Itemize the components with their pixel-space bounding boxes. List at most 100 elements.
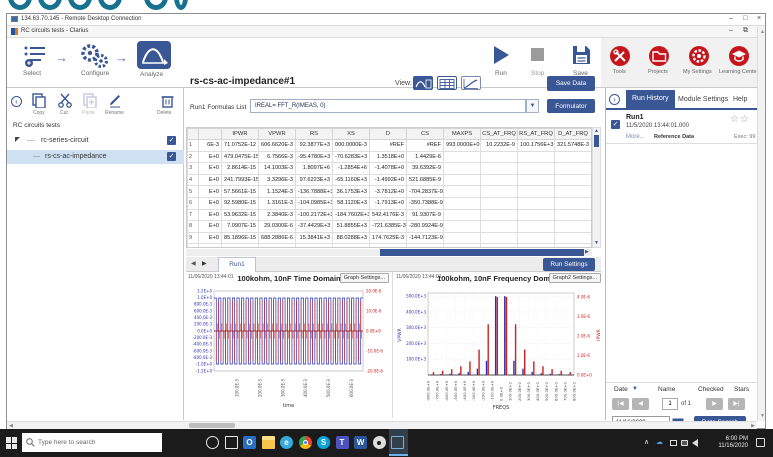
scroll-thumb[interactable] (380, 249, 584, 256)
tab-run-history[interactable]: Run History (626, 90, 675, 108)
first-page-button[interactable]: |◀ (612, 398, 629, 410)
workflow-analyze-label[interactable]: Analyze (140, 71, 164, 78)
table-cell[interactable] (480, 231, 518, 245)
save-icon[interactable] (571, 44, 591, 66)
table-cell[interactable]: 2.3840E-3 (258, 208, 296, 222)
window-vertical-scrollbar[interactable]: ▲ ▼ (757, 27, 765, 421)
table-cell[interactable]: 14.1003E-3 (258, 162, 296, 175)
graph-settings-button[interactable]: Graph Settings... (339, 273, 389, 283)
table-cell[interactable] (554, 162, 591, 175)
tab-run1[interactable]: Run1 (218, 257, 256, 272)
tools-icon[interactable] (610, 46, 630, 66)
table-cell[interactable]: E+0 (198, 173, 222, 187)
table-cell[interactable]: 1.3518E+0 (369, 150, 407, 164)
table-row[interactable]: 9 E+0 85.1896E-15 688.2886E-6 15.3841E+3 88.0… (187, 231, 591, 245)
table-cell[interactable]: 241.7993E-15 (221, 173, 259, 187)
learning-center-label[interactable]: Learning Center (719, 69, 759, 75)
table-row[interactable]: 8 E+0 7.0907E-15 29.0300E-6 -37.4429E+3 51.88… (187, 220, 591, 233)
start-button[interactable] (6, 437, 18, 449)
tools-label[interactable]: Tools (613, 69, 626, 75)
table-cell[interactable]: -3.7812E+0 (369, 185, 407, 198)
app-minimize-button[interactable]: – (729, 27, 733, 34)
app-restore-button[interactable]: ⧉ (743, 27, 748, 34)
table-cell[interactable]: 6.7566E-3 (258, 150, 296, 164)
table-cell[interactable] (443, 173, 481, 187)
table-cell[interactable]: 6 (187, 196, 199, 210)
table-cell[interactable] (517, 220, 555, 233)
run-entry-more-link[interactable]: More... (626, 134, 645, 140)
table-row[interactable]: 6 E+0 92.5980E-15 1.3161E-3 -104.0985E+3 58.1… (187, 196, 591, 210)
tree-item-label[interactable]: rs-cs-ac-impedance (45, 153, 107, 160)
remote-desktop-icon[interactable] (389, 429, 408, 456)
table-cell[interactable]: -280.9924E-9 (406, 220, 444, 233)
column-header-RS_AT_FRQ[interactable]: RS_AT_FRQ (517, 128, 555, 140)
scroll-right-icon[interactable]: ▶ (751, 423, 755, 429)
tree-item-rc-series-circuit[interactable]: —· rc-series-circuit ✓ (7, 134, 184, 148)
select-icon[interactable] (23, 44, 49, 68)
table-cell[interactable]: -37.4429E+3 (295, 220, 333, 233)
table-cell[interactable] (517, 243, 555, 247)
table-cell[interactable]: 55.7777E-15 (221, 243, 259, 247)
table-cell[interactable]: 10 (187, 243, 199, 247)
stop-label[interactable]: Stop (531, 70, 545, 77)
table-cell[interactable] (517, 162, 555, 175)
tree-item-checkbox[interactable]: ✓ (167, 152, 176, 161)
cortana-icon[interactable] (206, 436, 219, 449)
table-cell[interactable]: 321.5748E-3 (554, 139, 591, 152)
table-cell[interactable]: 51.8855E+3 (332, 220, 370, 233)
table-cell[interactable]: E+0 (198, 196, 222, 210)
scroll-down-icon[interactable]: ▼ (760, 413, 765, 419)
column-header-CS[interactable]: CS (406, 128, 444, 140)
table-cell[interactable]: #REF (369, 139, 407, 152)
taskbar-clock[interactable]: 6:00 PM 11/16/2020 (706, 436, 748, 450)
scroll-up-icon[interactable]: ▲ (760, 29, 765, 35)
rename-label[interactable]: Rename (105, 110, 124, 116)
table-cell[interactable]: 606.6620E-3 (258, 139, 296, 152)
table-cell[interactable]: -65.1160E+3 (332, 173, 370, 187)
table-cell[interactable]: 000.0000E-3 (332, 139, 370, 152)
tab-help[interactable]: Help (733, 96, 748, 103)
table-cell[interactable] (480, 162, 518, 175)
chrome-icon[interactable] (298, 436, 312, 449)
save-label[interactable]: Save (573, 70, 588, 77)
formulator-button[interactable]: Formulator (547, 99, 595, 113)
window-horizontal-scrollbar[interactable]: ◀ ▶ (7, 421, 757, 429)
table-cell[interactable] (554, 231, 591, 245)
table-vertical-scrollbar[interactable]: ▲ ▼ (592, 127, 601, 248)
table-cell[interactable]: E+0 (198, 243, 222, 247)
table-cell[interactable] (443, 208, 481, 222)
table-cell[interactable]: -184.2635E+3 (332, 243, 370, 247)
table-cell[interactable] (554, 220, 591, 233)
table-cell[interactable]: 10.2232E-9 (480, 139, 518, 152)
table-cell[interactable]: 71.0752E-12 (221, 139, 259, 152)
time-domain-plot[interactable]: 1.2E+01.0E+0800.0E-3600.0E-3400.0E-3200.… (187, 285, 391, 415)
table-cell[interactable]: -104.0985E+3 (295, 196, 333, 210)
workflow-select-label[interactable]: Select (23, 70, 42, 77)
view-graph-icon[interactable] (461, 76, 481, 90)
table-cell[interactable] (554, 185, 591, 198)
filter-stars-header[interactable]: Stars (734, 386, 750, 393)
scroll-down-icon[interactable]: ▼ (594, 240, 599, 246)
table-cell[interactable]: 97.6223E+3 (295, 173, 333, 187)
scroll-thumb[interactable] (594, 135, 599, 147)
table-cell[interactable]: -721.6385E-3 (369, 220, 407, 233)
table-horizontal-scrollbar[interactable]: ▶ (186, 249, 592, 256)
view-table-icon[interactable] (437, 76, 457, 90)
run-settings-button[interactable]: Run Settings (543, 258, 595, 271)
table-cell[interactable]: #REF (406, 139, 444, 152)
table-cell[interactable] (480, 185, 518, 198)
table-cell[interactable] (443, 231, 481, 245)
table-cell[interactable]: E+0 (198, 208, 222, 222)
learning-center-icon[interactable] (729, 46, 749, 66)
table-cell[interactable]: 688.2886E-6 (258, 231, 296, 245)
table-cell[interactable] (443, 185, 481, 198)
table-cell[interactable] (480, 196, 518, 210)
expand-panel-icon[interactable]: › (609, 94, 620, 105)
table-cell[interactable] (554, 196, 591, 210)
display-icon[interactable] (670, 440, 677, 446)
table-row[interactable]: 7 E+0 53.9632E-15 2.3840E-3 -100.2172E+3 -184… (187, 208, 591, 222)
table-cell[interactable]: 92.5980E-15 (221, 196, 259, 210)
run-entry-name[interactable]: Run1 (626, 114, 644, 121)
filter-name-header[interactable]: Name (658, 386, 676, 393)
table-cell[interactable]: 4 (187, 173, 199, 187)
